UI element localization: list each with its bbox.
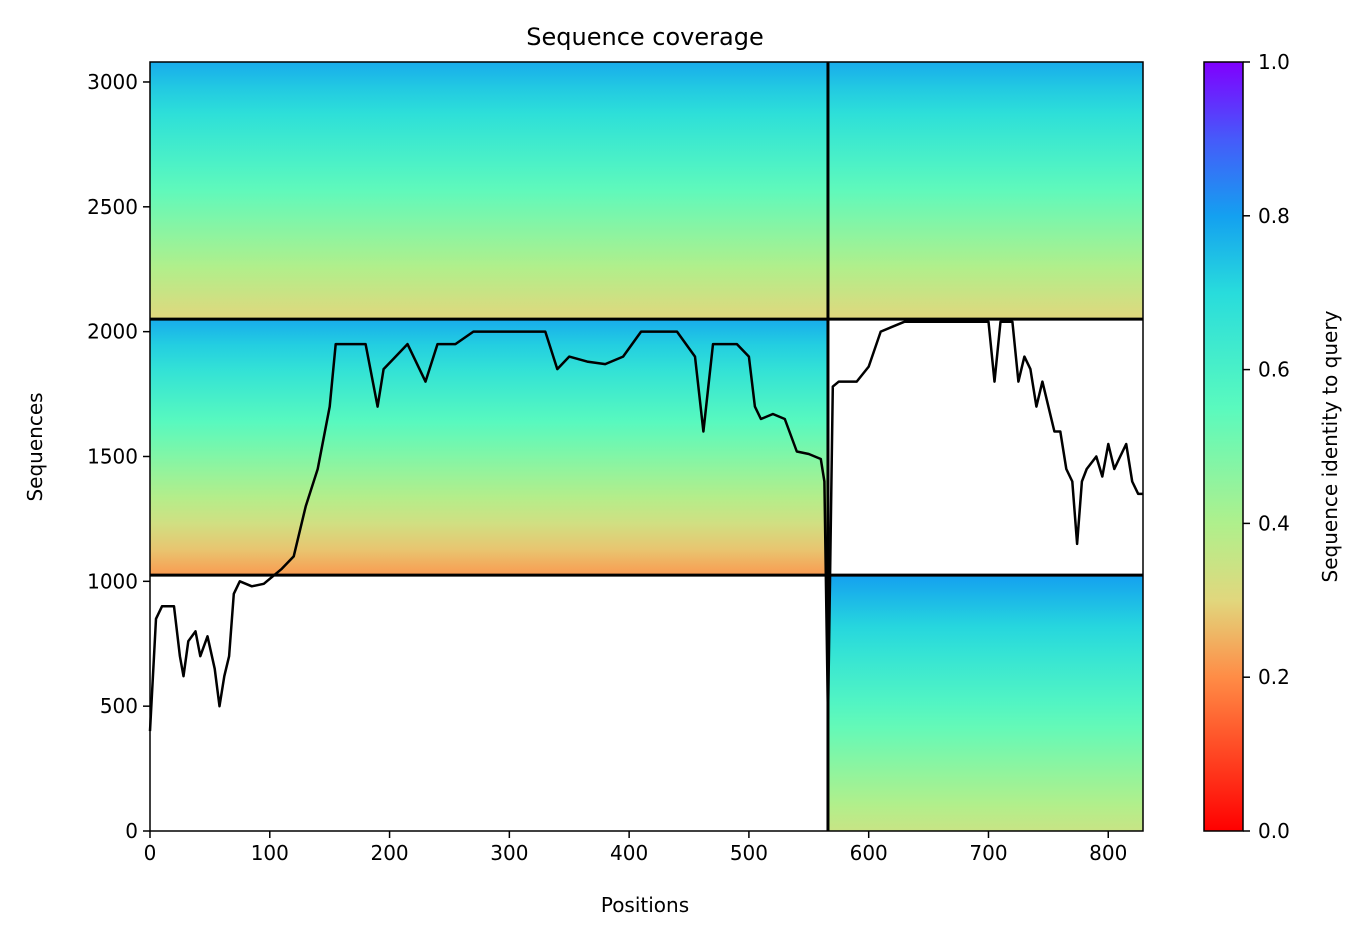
- y-tick-label: 0: [125, 819, 138, 843]
- plot-frame: [149, 61, 1144, 832]
- y-axis: 0 500 1000 1500 2000 2500 3000: [87, 70, 150, 843]
- x-tick-label: 600: [850, 841, 888, 865]
- msa-blocks: [150, 62, 1143, 831]
- coverage-line-layer: [148, 320, 1143, 732]
- y-tick-label: 1000: [87, 569, 138, 593]
- colorbar-tick-label: 0.0: [1258, 819, 1290, 843]
- colorbar-tick-label: 0.2: [1258, 665, 1290, 689]
- msa-block: [827, 62, 1143, 320]
- y-tick-label: 3000: [87, 70, 138, 94]
- msa-block: [150, 319, 828, 576]
- y-axis-label: Sequences: [23, 392, 47, 501]
- x-tick-label: 0: [144, 841, 157, 865]
- colorbar-tick-label: 1.0: [1258, 50, 1290, 74]
- colorbar-tick-label: 0.4: [1258, 511, 1290, 535]
- y-tick-label: 2000: [87, 320, 138, 344]
- x-tick-label: 500: [730, 841, 768, 865]
- x-tick-label: 700: [969, 841, 1007, 865]
- colorbar-label: Sequence identity to query: [1318, 310, 1342, 582]
- x-tick-label: 200: [370, 841, 408, 865]
- colorbar-tick-label: 0.8: [1258, 204, 1290, 228]
- x-tick-label: 800: [1089, 841, 1127, 865]
- x-tick-label: 400: [610, 841, 648, 865]
- y-tick-label: 1500: [87, 444, 138, 468]
- x-axis: 0 100 200 300 400 500 600 700 800: [144, 831, 1127, 865]
- colorbar-gradient: [1203, 61, 1244, 832]
- x-tick-label: 100: [251, 841, 289, 865]
- colorbar: 0.0 0.2 0.4 0.6 0.8 1.0: [1203, 50, 1290, 843]
- y-tick-label: 500: [100, 694, 138, 718]
- msa-block: [827, 575, 1143, 831]
- x-axis-label: Positions: [601, 893, 689, 917]
- coverage-line: [148, 320, 1143, 732]
- y-tick-label: 2500: [87, 195, 138, 219]
- x-tick-label: 300: [490, 841, 528, 865]
- msa-block: [150, 62, 828, 320]
- chart-title: Sequence coverage: [526, 23, 763, 51]
- colorbar-tick-label: 0.6: [1258, 358, 1290, 382]
